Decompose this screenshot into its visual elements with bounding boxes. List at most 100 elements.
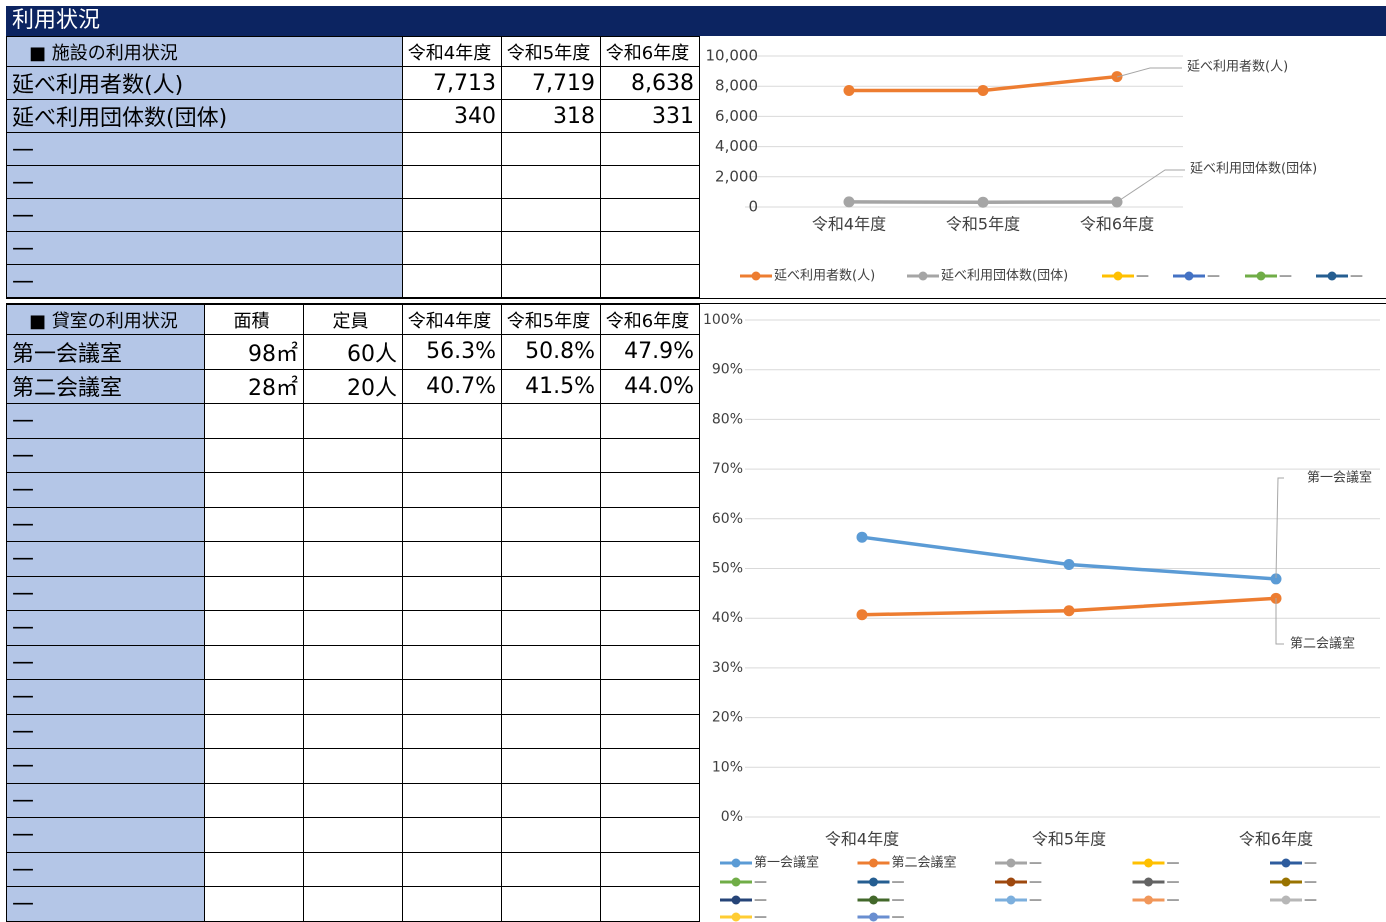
data-cell [502, 232, 601, 265]
data-cell [205, 680, 304, 715]
legend-label: — [1304, 893, 1317, 908]
data-cell [403, 542, 502, 577]
y-tick-label: 10% [712, 759, 743, 775]
data-cell [601, 576, 700, 611]
data-cell [502, 265, 601, 298]
legend-label: — [1167, 856, 1180, 871]
data-cell [304, 680, 403, 715]
header-cell: 令和5年度 [502, 304, 601, 335]
legend-marker [869, 912, 878, 922]
data-cell [601, 749, 700, 784]
data-cell [403, 818, 502, 853]
legend-marker [869, 895, 878, 905]
data-cell: 56.3% [403, 335, 502, 370]
data-cell [502, 645, 601, 680]
callout-leader [1275, 598, 1284, 645]
legend-label: 第二会議室 [892, 855, 957, 871]
legend-label: — [1136, 269, 1149, 284]
data-cell [304, 611, 403, 646]
y-tick-label: 80% [712, 411, 743, 427]
legend-label: — [1279, 269, 1292, 284]
legend-marker [731, 912, 741, 922]
row-label: — [6, 507, 205, 542]
data-cell [502, 576, 601, 611]
callout-leader [1116, 67, 1182, 78]
data-cell [403, 507, 502, 542]
legend-marker [869, 858, 878, 868]
data-cell [502, 166, 601, 199]
legend-marker [1144, 895, 1153, 905]
x-tick-label: 令和6年度 [1239, 830, 1313, 849]
data-cell [601, 542, 700, 577]
data-cell [403, 714, 502, 749]
row-label: — [6, 818, 205, 853]
data-cell [601, 887, 700, 922]
data-cell [205, 473, 304, 508]
data-cell [304, 852, 403, 887]
data-cell [601, 507, 700, 542]
legend-marker [1281, 877, 1291, 887]
data-cell [502, 473, 601, 508]
data-cell [502, 404, 601, 439]
header-cell: 令和6年度 [601, 304, 700, 335]
row-label: — [6, 645, 205, 680]
row-label: — [6, 438, 205, 473]
y-tick-label: 8,000 [715, 77, 758, 95]
data-cell [601, 438, 700, 473]
data-cell: 7,713 [403, 67, 502, 100]
data-cell [304, 438, 403, 473]
legend-label: — [1350, 269, 1363, 284]
legend-marker [1006, 858, 1016, 868]
data-cell [205, 611, 304, 646]
row-label: — [6, 404, 205, 439]
data-cell [304, 714, 403, 749]
data-cell [205, 818, 304, 853]
data-cell: 47.9% [601, 335, 700, 370]
data-cell: 20人 [304, 369, 403, 404]
legend-marker [1144, 877, 1153, 887]
data-cell [502, 749, 601, 784]
series-line [861, 535, 1277, 581]
row-label: — [6, 680, 205, 715]
data-cell [502, 507, 601, 542]
point [1270, 573, 1282, 585]
data-cell [502, 199, 601, 232]
data-cell [304, 645, 403, 680]
data-cell: 41.5% [502, 369, 601, 404]
legend-label: 延べ利用団体数(団体) [941, 269, 1068, 284]
legend-marker [1256, 271, 1266, 281]
data-cell [502, 852, 601, 887]
row-label: — [6, 611, 205, 646]
legend-marker [751, 271, 761, 281]
data-cell [502, 542, 601, 577]
legend-marker [731, 858, 741, 868]
legend-label: — [754, 910, 767, 922]
point [843, 85, 855, 97]
data-cell [601, 265, 700, 298]
data-cell [304, 887, 403, 922]
data-cell [502, 783, 601, 818]
data-cell [403, 852, 502, 887]
data-cell [304, 473, 403, 508]
y-tick-label: 60% [712, 511, 743, 527]
data-cell [205, 783, 304, 818]
legend-label: — [1304, 856, 1317, 871]
data-cell [304, 542, 403, 577]
row-label: — [6, 232, 403, 265]
row-label: — [6, 133, 403, 166]
data-cell [205, 645, 304, 680]
data-cell [403, 404, 502, 439]
point [1063, 559, 1075, 571]
point [1063, 605, 1075, 617]
data-cell [502, 611, 601, 646]
y-tick-label: 30% [712, 660, 743, 676]
data-cell [304, 818, 403, 853]
data-cell [601, 611, 700, 646]
legend-marker [1006, 895, 1016, 905]
point [843, 196, 855, 208]
legend-marker [1144, 858, 1153, 868]
data-cell [502, 438, 601, 473]
data-cell: 50.8% [502, 335, 601, 370]
x-tick-label: 令和4年度 [812, 215, 886, 234]
data-cell [205, 438, 304, 473]
